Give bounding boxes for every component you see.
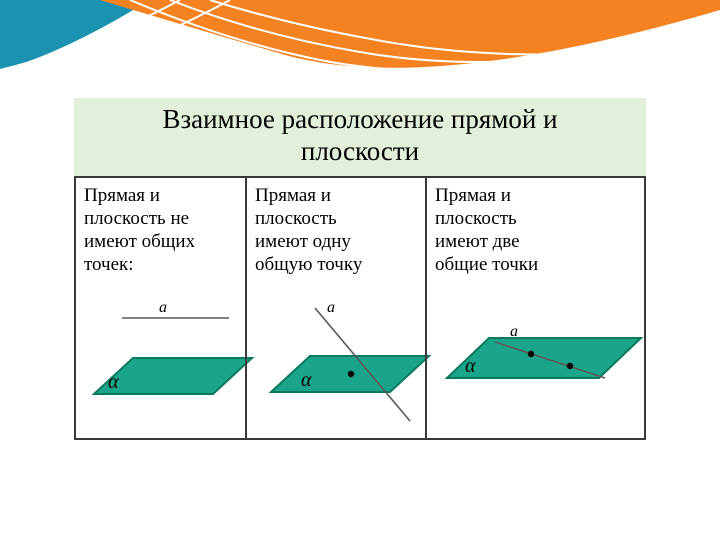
title-line-2: плоскости [84,136,636,168]
title-line-1: Взаимное расположение прямой и [84,104,636,136]
panel-2: Прямая и плоскость имеют одну общую точк… [245,176,425,439]
alpha-label: α [465,355,476,377]
content-area: Взаимное расположение прямой и плоскости… [74,98,646,440]
alpha-label: α [301,369,312,391]
panel-1: Прямая и плоскость не имеют общих точек:… [76,176,245,439]
panel-diagram: aα [255,286,417,426]
line-label: a [327,299,335,316]
panels-row: Прямая и плоскость не имеют общих точек:… [74,176,646,441]
panel-text: Прямая и плоскость не имеют общих точек: [84,184,237,277]
decor-swoosh [0,0,720,100]
panel-diagram: aα [435,286,636,408]
alpha-label: α [108,371,119,393]
intersection-point [528,351,534,357]
intersection-point [348,371,354,377]
title-box: Взаимное расположение прямой и плоскости [74,98,646,176]
panel-text: Прямая и плоскость имеют одну общую точк… [255,184,417,277]
panel-diagram: aα [84,286,237,408]
line-label: a [510,323,518,340]
decor-orange [100,0,720,68]
panel-text: Прямая и плоскость имеют две общие точки [435,184,636,277]
decor-teal [0,0,150,70]
decor-white-lines [0,0,720,85]
panel-3: Прямая и плоскость имеют две общие точки… [425,176,644,439]
line-label: a [159,299,167,316]
intersection-point [567,363,573,369]
